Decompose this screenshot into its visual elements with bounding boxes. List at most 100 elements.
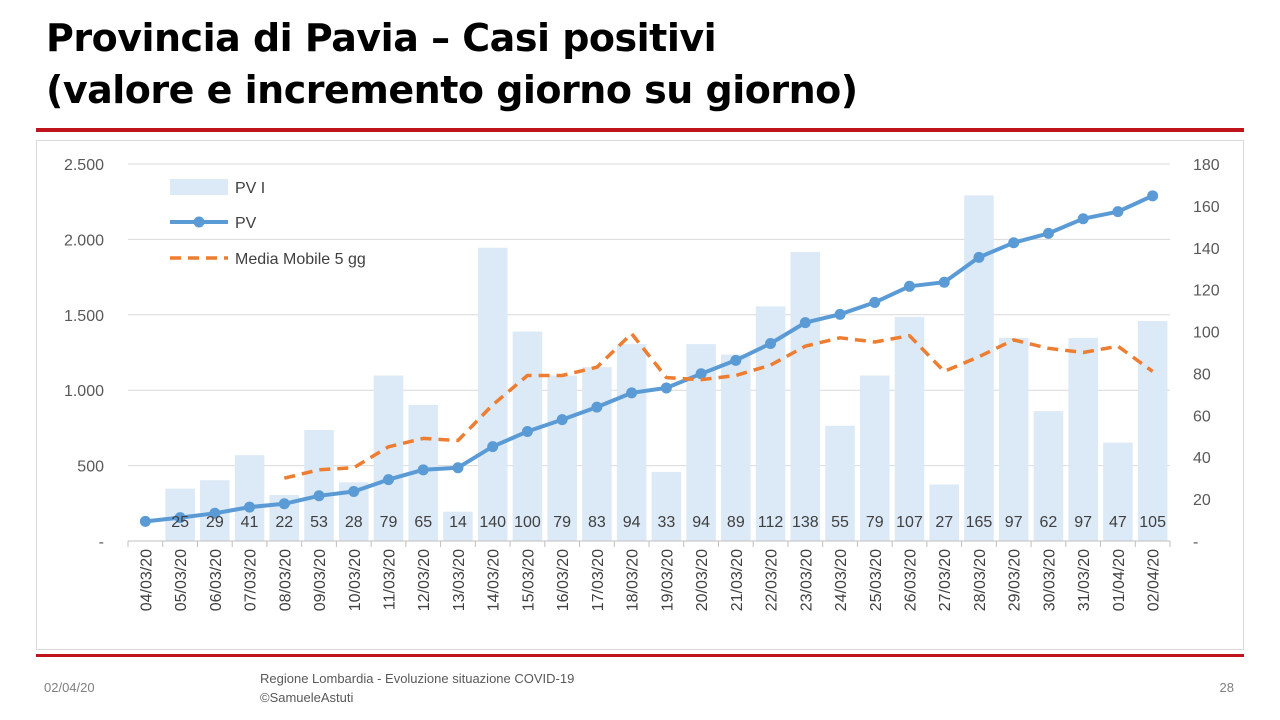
x-axis-tick-label: 20/03/20 <box>694 549 711 611</box>
pv-point <box>244 501 256 513</box>
x-axis-tick-label: 02/04/20 <box>1146 549 1163 611</box>
x-axis-tick-label: 11/03/20 <box>382 549 399 610</box>
bar-value-label: 89 <box>727 514 745 531</box>
pv-point <box>1042 227 1054 239</box>
bar <box>373 375 404 541</box>
pv-point <box>730 354 742 366</box>
right-axis-tick-label: 20 <box>1193 492 1211 509</box>
bar-value-label: 112 <box>758 514 784 531</box>
bar-value-label: 27 <box>935 514 953 531</box>
bar <box>651 471 682 541</box>
pv-point <box>174 512 186 524</box>
bar-value-label: 14 <box>449 514 467 531</box>
pv-point <box>799 317 811 329</box>
pv-point <box>348 486 360 498</box>
pv-point <box>487 441 499 453</box>
bar-value-label: 29 <box>206 514 224 531</box>
pv-point <box>904 280 915 292</box>
bar-value-label: 33 <box>657 514 675 531</box>
pv-point <box>834 308 846 320</box>
pv-point <box>521 426 533 438</box>
bar <box>1033 411 1064 541</box>
bar <box>894 316 925 541</box>
footer-source-line1: Regione Lombardia - Evoluzione situazion… <box>260 671 575 686</box>
x-axis-tick-label: 15/03/20 <box>520 549 537 611</box>
x-axis-tick-label: 26/03/20 <box>903 549 920 611</box>
footer-source: Regione Lombardia - Evoluzione situazion… <box>260 669 574 707</box>
slide-title-line2: (valore e incremento giorno su giorno) <box>46 68 858 112</box>
pv-point <box>1008 237 1020 249</box>
left-axis-tick-label: 500 <box>77 459 104 476</box>
pv-point <box>869 296 881 308</box>
footer-date: 02/04/20 <box>44 680 95 695</box>
bar <box>1103 442 1133 541</box>
x-axis-tick-label: 24/03/20 <box>833 549 850 611</box>
x-axis-tick-label: 08/03/20 <box>277 549 294 611</box>
right-axis-tick-label: 80 <box>1193 366 1211 383</box>
legend-label: PV I <box>235 180 265 197</box>
bar <box>616 344 647 541</box>
bar-value-label: 41 <box>241 514 259 531</box>
footer-source-line2: ©SamueleAstuti <box>260 690 354 705</box>
x-axis-tick-label: 19/03/20 <box>659 549 676 611</box>
bar <box>582 367 612 541</box>
x-axis-tick-label: 10/03/20 <box>347 549 364 611</box>
x-axis-tick-label: 06/03/20 <box>208 549 225 611</box>
pv-point <box>383 474 394 486</box>
x-axis-tick-label: 21/03/20 <box>729 549 746 611</box>
x-axis-tick-label: 25/03/20 <box>868 549 885 611</box>
right-axis-tick-label: 120 <box>1193 283 1220 300</box>
pv-point <box>591 401 603 413</box>
pv-point <box>556 414 568 426</box>
left-axis-tick-label: 2.000 <box>64 232 104 249</box>
bar-value-label: 28 <box>345 514 363 531</box>
bar-value-label: 107 <box>896 514 923 531</box>
pv-point <box>1077 213 1089 225</box>
pv-point <box>938 276 950 288</box>
bar-value-label: 53 <box>310 514 328 531</box>
moving-average-line <box>283 331 1154 480</box>
x-axis-tick-label: 14/03/20 <box>486 549 503 611</box>
right-axis-tick-label: 40 <box>1193 450 1211 467</box>
x-axis-tick-label: 16/03/20 <box>555 549 572 611</box>
pv-point <box>765 337 777 349</box>
footer-rule <box>36 654 1244 657</box>
bar-value-label: 97 <box>1005 514 1023 531</box>
bar-value-label: 62 <box>1040 514 1058 531</box>
bar-value-label: 165 <box>966 514 993 531</box>
pv-point <box>695 368 707 380</box>
x-axis-tick-label: 30/03/20 <box>1041 549 1058 611</box>
right-axis-tick-label: 160 <box>1193 199 1220 216</box>
right-axis-tick-label: - <box>1193 534 1198 551</box>
title-rule <box>36 128 1244 132</box>
x-axis-tick-label: 09/03/20 <box>312 549 329 611</box>
bar-value-label: 138 <box>792 514 819 531</box>
right-axis-tick-label: 140 <box>1193 241 1220 258</box>
slide-title-line1: Provincia di Pavia – Casi positivi <box>46 16 717 60</box>
x-axis-tick-label: 12/03/20 <box>416 549 433 611</box>
legend-label: PV <box>235 215 257 232</box>
right-axis-tick-label: 100 <box>1193 325 1220 342</box>
bar <box>721 354 751 541</box>
chart-frame <box>36 140 1244 650</box>
pv-point <box>660 382 672 394</box>
x-axis-tick-label: 04/03/20 <box>138 549 155 611</box>
bar-value-label: 22 <box>275 514 293 531</box>
x-axis-tick-label: 23/03/20 <box>798 549 815 611</box>
bar <box>790 251 821 541</box>
bar-value-label: 55 <box>831 514 849 531</box>
legend-swatch-bar <box>170 179 228 195</box>
x-axis-tick-label: 22/03/20 <box>764 549 781 611</box>
right-axis-tick-label: 60 <box>1193 408 1211 425</box>
slide-title: Provincia di Pavia – Casi positivi (valo… <box>46 12 858 116</box>
bar <box>547 375 577 541</box>
bar-value-label: 79 <box>553 514 571 531</box>
bar <box>929 484 959 541</box>
bar-value-label: 94 <box>623 514 641 531</box>
pv-point <box>973 251 985 263</box>
pv-point <box>278 498 290 510</box>
pv-point <box>1147 190 1159 202</box>
bar <box>825 425 855 541</box>
bar-value-label: 100 <box>514 514 541 531</box>
left-axis-tick-label: 1.000 <box>64 383 104 400</box>
